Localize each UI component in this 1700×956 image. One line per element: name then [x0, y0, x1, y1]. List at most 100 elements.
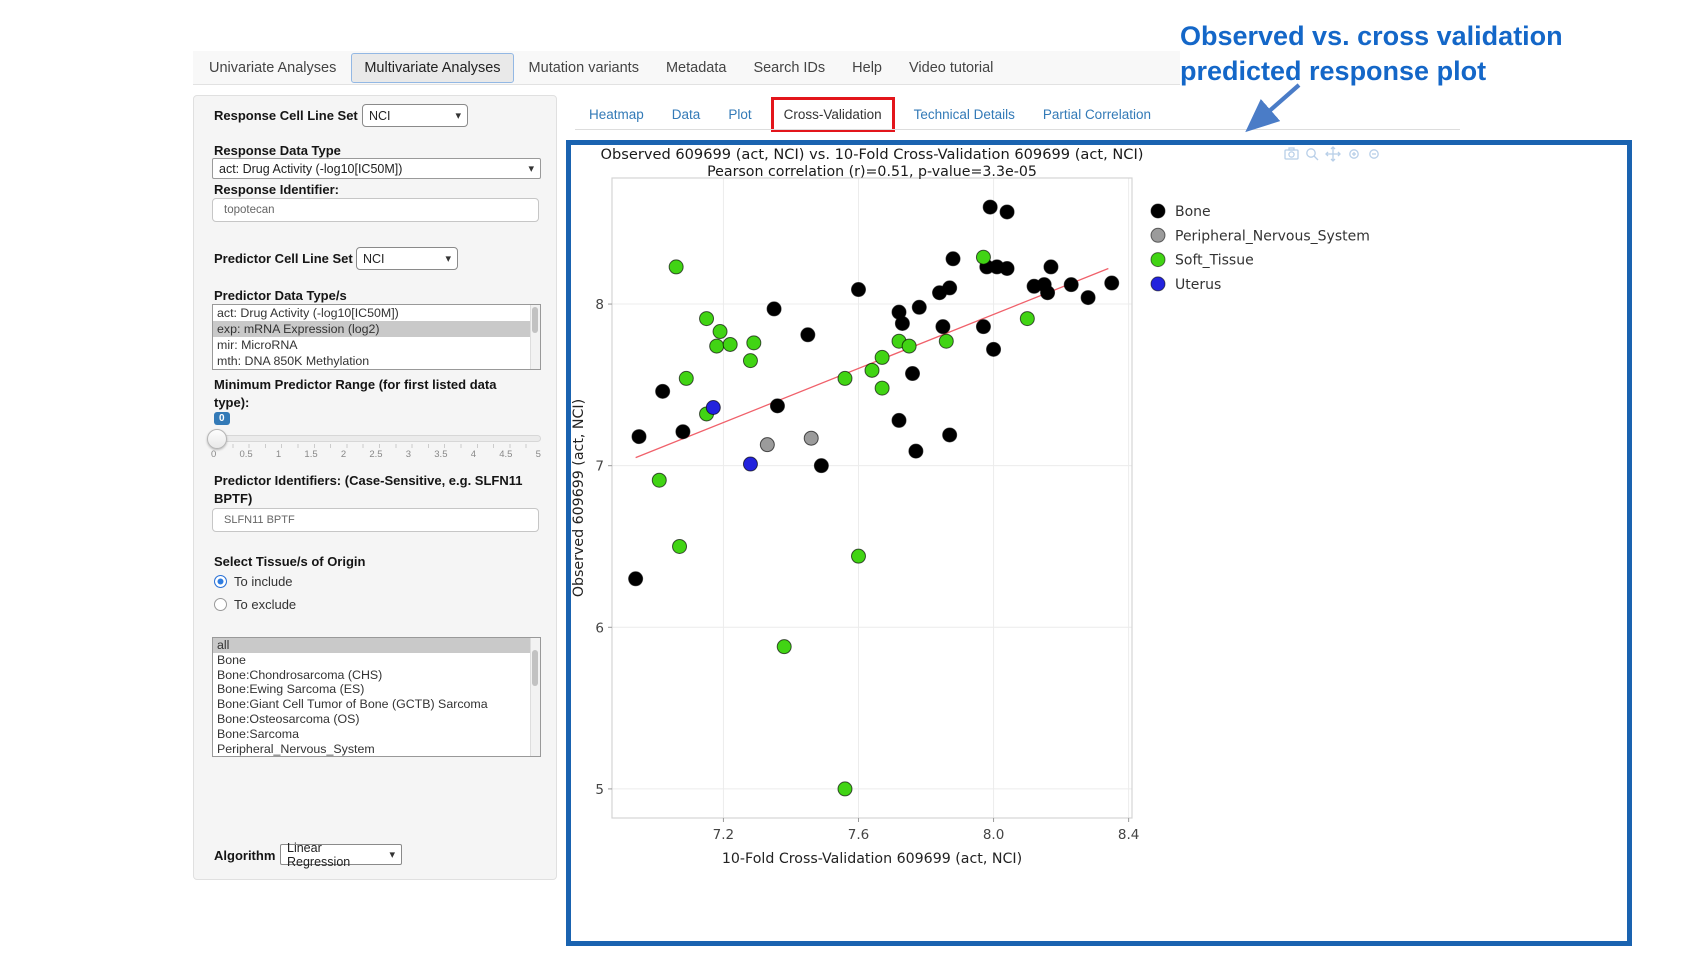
nav-tab-mutation-variants[interactable]: Mutation variants — [528, 59, 639, 76]
data-point-soft-tissue[interactable] — [874, 349, 890, 365]
data-point-bone[interactable] — [935, 319, 951, 335]
predictor-data-types-listbox[interactable]: act: Drug Activity (-log10[IC50M]) exp: m… — [212, 304, 541, 370]
data-point-bone[interactable] — [894, 315, 910, 331]
data-point-bone[interactable] — [975, 319, 991, 335]
legend-label-peripheral-nervous-system[interactable]: Peripheral_Nervous_System — [1175, 228, 1370, 244]
data-point-bone[interactable] — [1063, 277, 1079, 293]
radio-to-include[interactable]: To include — [214, 574, 296, 589]
predictor-cell-line-set-select[interactable]: NCI ▾ — [356, 247, 458, 270]
data-point-soft-tissue[interactable] — [651, 472, 667, 488]
tab-data[interactable]: Data — [671, 107, 701, 122]
data-point-bone[interactable] — [655, 383, 671, 399]
data-point-bone[interactable] — [999, 261, 1015, 277]
data-point-bone[interactable] — [905, 366, 921, 382]
tab-technical-details[interactable]: Technical Details — [913, 107, 1015, 122]
list-option-bone-ewing-sarcoma-es[interactable]: Bone:Ewing Sarcoma (ES) — [217, 682, 365, 697]
list-option-bone-osteosarcoma-os[interactable]: Bone:Osteosarcoma (OS) — [217, 711, 360, 726]
tab-cross-validation[interactable]: Cross-Validation — [770, 97, 895, 132]
legend-swatch-uterus[interactable] — [1150, 276, 1166, 292]
tissue-listbox[interactable]: all Bone Bone:Chondrosarcoma (CHS) Bone:Ewi… — [212, 637, 541, 757]
data-point-bone[interactable] — [908, 443, 924, 459]
data-point-bone[interactable] — [813, 458, 829, 474]
data-point-bone[interactable] — [982, 199, 998, 215]
response-identifier-input[interactable] — [212, 198, 539, 222]
tab-heatmap[interactable]: Heatmap — [589, 107, 644, 122]
response-data-type-select[interactable]: act: Drug Activity (-log10[IC50M]) ▾ — [212, 158, 541, 179]
data-point-soft-tissue[interactable] — [672, 538, 688, 554]
data-point-bone[interactable] — [1080, 290, 1096, 306]
list-option-bone-chondrosarcoma-chs[interactable]: Bone:Chondrosarcoma (CHS) — [217, 667, 383, 682]
data-point-soft-tissue[interactable] — [699, 311, 715, 327]
list-option-mth-dna-850k-methylation[interactable]: mth: DNA 850K Methylation — [217, 354, 370, 368]
list-option-exp-mrna-expression-log2[interactable]: exp: mRNA Expression (log2) — [213, 321, 540, 337]
slider-handle[interactable] — [207, 429, 227, 449]
data-point-soft-tissue[interactable] — [712, 324, 728, 340]
tab-plot[interactable]: Plot — [728, 107, 752, 122]
data-point-soft-tissue[interactable] — [874, 380, 890, 396]
algorithm-select[interactable]: Linear Regression ▾ — [280, 841, 402, 869]
legend-swatch-soft-tissue[interactable] — [1150, 252, 1166, 268]
data-point-soft-tissue[interactable] — [837, 781, 853, 797]
data-point-bone[interactable] — [945, 251, 961, 267]
data-point-bone[interactable] — [675, 424, 691, 440]
list-option-all[interactable]: all — [213, 638, 540, 653]
data-point-bone[interactable] — [1043, 259, 1059, 275]
nav-tab-help[interactable]: Help — [852, 59, 882, 76]
list-option-bone-sarcoma[interactable]: Bone:Sarcoma — [217, 726, 299, 741]
data-point-bone[interactable] — [1104, 275, 1120, 291]
data-point-bone[interactable] — [942, 280, 958, 296]
list-option-mir-microrna[interactable]: mir: MicroRNA — [217, 338, 298, 352]
predictor-identifiers-input[interactable] — [212, 508, 539, 532]
data-point-bone[interactable] — [911, 299, 927, 315]
data-point-soft-tissue[interactable] — [742, 353, 758, 369]
data-point-bone[interactable] — [631, 429, 647, 445]
data-point-peripheral-nervous-system[interactable] — [803, 430, 819, 446]
data-point-soft-tissue[interactable] — [938, 333, 954, 349]
camera-icon[interactable] — [1284, 147, 1299, 160]
data-point-uterus[interactable] — [742, 456, 758, 472]
response-cell-line-set-select[interactable]: NCI ▾ — [362, 104, 468, 127]
list-option-bone-giant-cell-tumor-of-bone-gctb-sarcoma[interactable]: Bone:Giant Cell Tumor of Bone (GCTB) Sar… — [217, 697, 488, 712]
data-point-soft-tissue[interactable] — [1019, 311, 1035, 327]
nav-tab-metadata[interactable]: Metadata — [665, 59, 727, 76]
data-point-soft-tissue[interactable] — [837, 370, 853, 386]
data-point-bone[interactable] — [800, 327, 816, 343]
nav-tab-video-tutorial[interactable]: Video tutorial — [909, 59, 994, 76]
zoom-in-icon[interactable] — [1349, 149, 1359, 159]
data-point-soft-tissue[interactable] — [864, 362, 880, 378]
legend-label-soft-tissue[interactable]: Soft_Tissue — [1175, 253, 1254, 269]
data-point-bone[interactable] — [766, 301, 782, 317]
nav-tab-search-ids[interactable]: Search IDs — [753, 59, 826, 76]
zoom-out-icon[interactable] — [1369, 149, 1379, 159]
scrollbar[interactable] — [530, 305, 540, 369]
data-point-soft-tissue[interactable] — [668, 259, 684, 275]
data-point-bone[interactable] — [999, 204, 1015, 220]
zoom-icon[interactable] — [1306, 148, 1319, 161]
data-point-bone[interactable] — [850, 282, 866, 298]
legend-label-uterus[interactable]: Uterus — [1175, 277, 1221, 293]
data-point-soft-tissue[interactable] — [722, 336, 738, 352]
pan-icon[interactable] — [1325, 146, 1341, 162]
data-point-bone[interactable] — [942, 427, 958, 443]
data-point-peripheral-nervous-system[interactable] — [759, 437, 775, 453]
radio-button-icon[interactable] — [214, 598, 227, 611]
data-point-bone[interactable] — [891, 412, 907, 428]
list-option-peripheral-nervous-system[interactable]: Peripheral_Nervous_System — [217, 741, 375, 756]
data-point-bone[interactable] — [986, 341, 1002, 357]
tab-partial-correlation[interactable]: Partial Correlation — [1042, 107, 1151, 122]
radio-button-icon[interactable] — [214, 575, 227, 588]
radio-to-exclude[interactable]: To exclude — [214, 597, 296, 612]
legend-swatch-bone[interactable] — [1150, 203, 1166, 219]
list-option-act-drug-activity-log10-ic50m[interactable]: act: Drug Activity (-log10[IC50M]) — [217, 306, 399, 320]
data-point-uterus[interactable] — [705, 399, 721, 415]
legend-label-bone[interactable]: Bone — [1175, 204, 1211, 220]
data-point-soft-tissue[interactable] — [850, 548, 866, 564]
data-point-soft-tissue[interactable] — [975, 249, 991, 265]
data-point-bone[interactable] — [628, 571, 644, 587]
scrollbar[interactable] — [530, 638, 540, 756]
data-point-soft-tissue[interactable] — [746, 335, 762, 351]
data-point-bone[interactable] — [769, 398, 785, 414]
data-point-soft-tissue[interactable] — [776, 639, 792, 655]
nav-tab-multivariate-analyses[interactable]: Multivariate Analyses — [351, 52, 514, 83]
data-point-soft-tissue[interactable] — [709, 338, 725, 354]
